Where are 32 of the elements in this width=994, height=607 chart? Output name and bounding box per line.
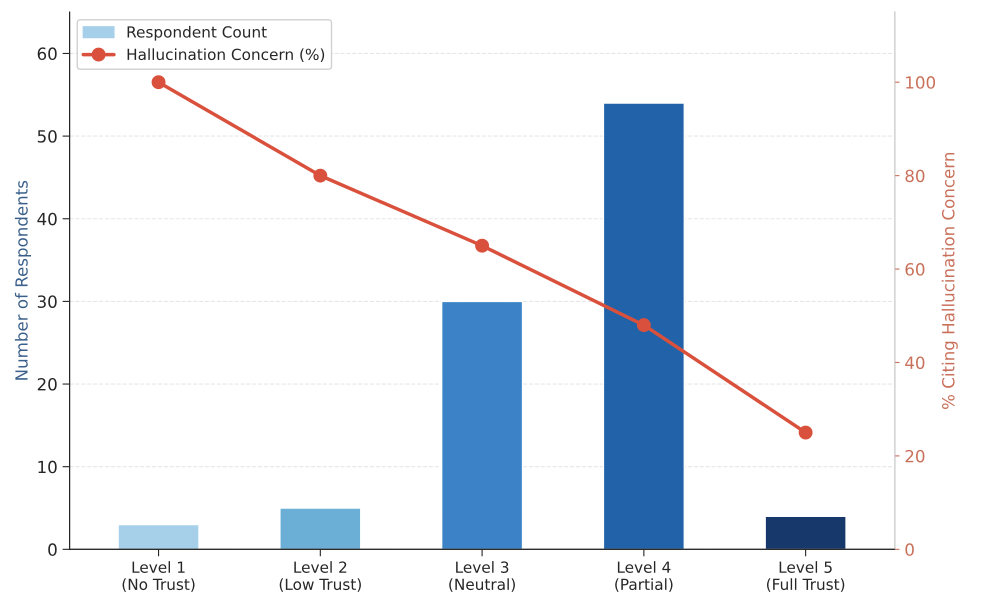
bar (764, 516, 847, 550)
point (636, 318, 651, 332)
legend-label: Hallucination Concern (%) (128, 48, 324, 62)
x-tick-label: Level 2 (Low Trust) (280, 561, 361, 592)
y-tick-label: 20 (38, 378, 57, 391)
y-tick-label: 0 (48, 543, 57, 556)
y2-tick-label: 100 (906, 76, 936, 89)
y2-tick-label: 0 (905, 543, 914, 556)
y2-tick-label: 40 (905, 356, 924, 370)
y-tick-label: 50 (38, 130, 57, 143)
y-axis-title: Number of Respondents (14, 180, 32, 380)
bar (602, 102, 685, 550)
x-tick-label: Level 1 (No Trust) (122, 561, 195, 592)
bar (440, 300, 524, 550)
y-tick-label: 30 (38, 295, 57, 308)
point (313, 168, 328, 183)
legend-label: Respondent Count (128, 26, 267, 41)
y2-tick-label: 20 (906, 450, 924, 462)
point (798, 426, 813, 440)
bar (117, 524, 200, 550)
y2-tick-label: 60 (905, 263, 924, 276)
x-tick-label: Level 4 (Partial) (615, 561, 673, 592)
y-tick-label: 10 (38, 460, 57, 474)
x-tick-label: Level 3 (Neutral) (449, 561, 515, 592)
point (475, 238, 490, 253)
point (152, 75, 166, 90)
bar (279, 507, 362, 550)
y-tick-label: 60 (38, 47, 57, 60)
x-tick-label: Level 5 (Full Trust) (767, 561, 844, 592)
y2-tick-label: 80 (905, 170, 924, 182)
y-tick-label: 40 (37, 212, 57, 226)
y2-axis-title: % Citing Hallucination Concern (942, 152, 958, 409)
